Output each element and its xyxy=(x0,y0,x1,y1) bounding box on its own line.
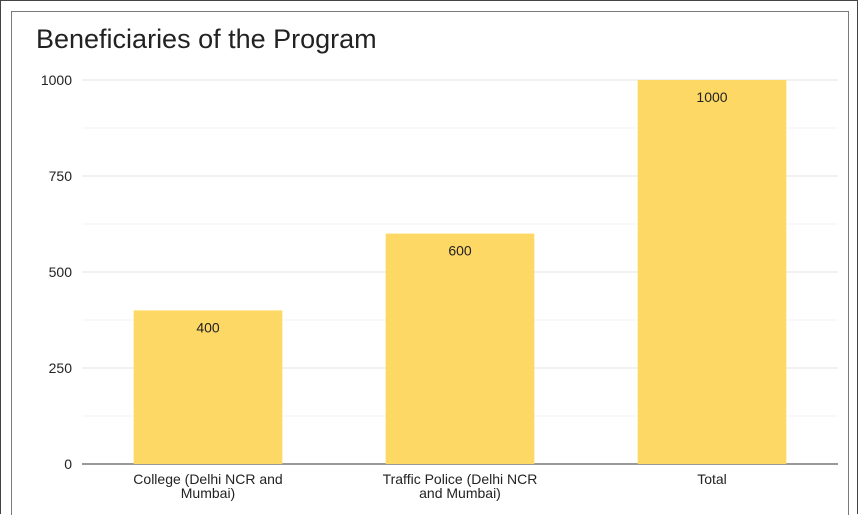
x-tick-label: Mumbai) xyxy=(181,485,235,501)
y-tick-label: 750 xyxy=(49,168,73,184)
data-label: 1000 xyxy=(696,89,727,105)
bar xyxy=(385,233,535,464)
bar xyxy=(637,80,787,464)
x-tick-label: and Mumbai) xyxy=(419,485,501,501)
x-tick-label: College (Delhi NCR and xyxy=(133,471,282,487)
bar xyxy=(133,310,283,464)
chart-title: Beneficiaries of the Program xyxy=(36,24,377,54)
y-tick-label: 1000 xyxy=(41,72,72,88)
y-tick-label: 0 xyxy=(64,456,72,472)
y-tick-label: 500 xyxy=(49,264,73,280)
y-tick-label: 250 xyxy=(49,360,73,376)
chart-card xyxy=(11,11,849,515)
data-label: 600 xyxy=(448,243,472,259)
x-tick-label: Total xyxy=(697,471,727,487)
data-label: 400 xyxy=(196,319,220,335)
x-tick-label: Traffic Police (Delhi NCR xyxy=(383,471,538,487)
